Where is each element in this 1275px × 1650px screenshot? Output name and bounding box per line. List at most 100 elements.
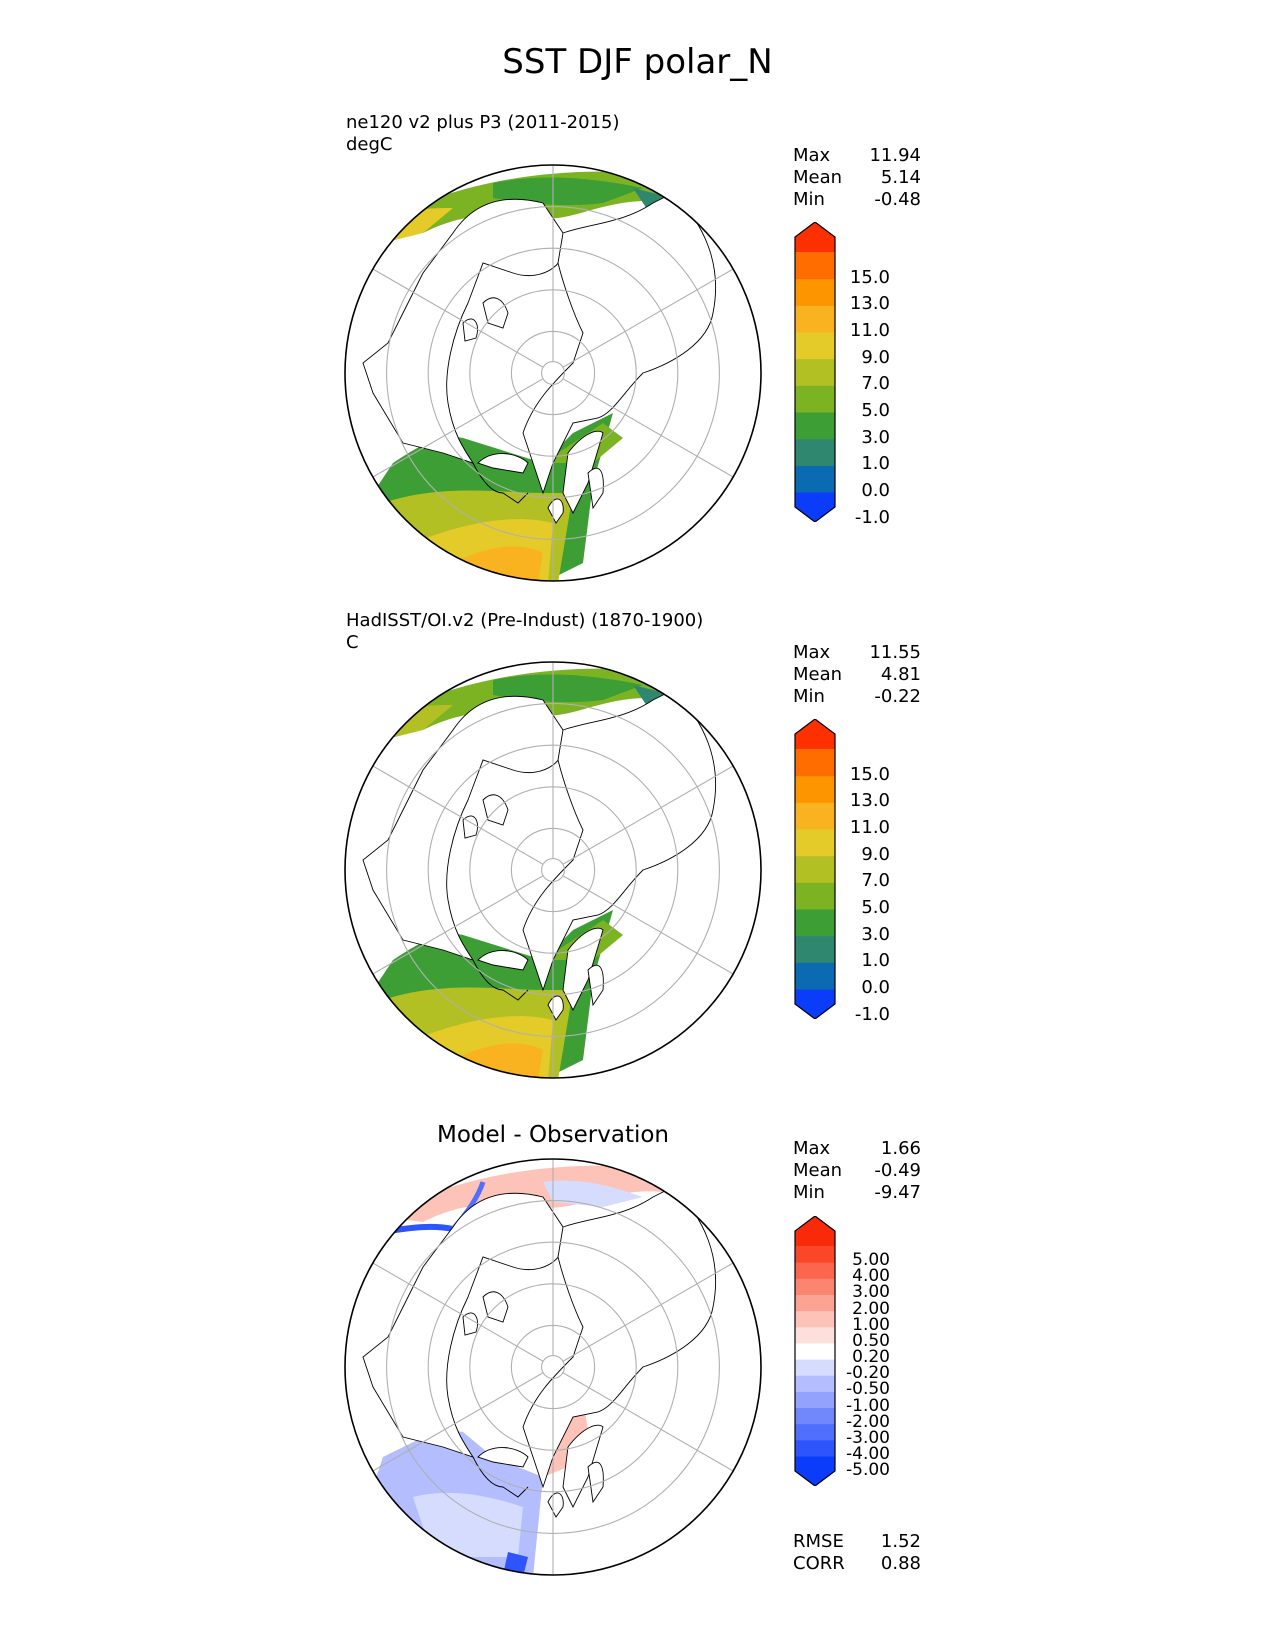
colorbar-extend-min	[795, 989, 835, 1019]
meridian-line	[563, 875, 734, 975]
colorbar-tick-label: -4.00	[846, 1444, 890, 1464]
colorbar-segment	[795, 1262, 835, 1279]
colorbar-segment	[795, 749, 835, 777]
colorbar-segment	[795, 305, 835, 333]
atlantic-weak-negative-fill	[413, 1492, 523, 1557]
colorbar-tick-label: 2.00	[852, 1298, 890, 1319]
pacific-negative-fill	[543, 1180, 643, 1207]
pacific-north-fill	[493, 674, 643, 703]
land-mass	[587, 964, 604, 1007]
latitude-circle	[541, 858, 565, 882]
colorbar-tick-label: -3.00	[846, 1427, 890, 1448]
panel-3-polar-map	[344, 1158, 762, 1576]
colorbar-segment	[795, 855, 835, 883]
colorbar-tick-label: 0.20	[852, 1347, 890, 1368]
colorbar-tick-label: 5.00	[852, 1250, 890, 1271]
land-mass	[587, 467, 604, 510]
meridian-line	[563, 378, 734, 478]
map-boundary	[344, 661, 762, 1079]
colorbar-segment	[795, 1326, 835, 1344]
meridian-line	[563, 1372, 734, 1472]
figure-title: SST DJF polar_N	[502, 42, 773, 82]
meridian-line	[372, 875, 543, 975]
colorbar-segment	[795, 882, 835, 910]
colorbar-tick-label: -1.0	[854, 506, 890, 528]
colorbar-segment	[795, 1439, 835, 1457]
colorbar-tick-label: 9.0	[861, 346, 890, 368]
colorbar-tick-label: 5.0	[861, 400, 890, 421]
colorbar-tick-label: 1.0	[861, 453, 890, 475]
meridian-line	[372, 1372, 543, 1472]
land-mass	[547, 1492, 564, 1518]
colorbar-segment	[795, 775, 835, 803]
colorbar-tick-label: -1.0	[854, 1003, 890, 1025]
colorbar-tick-label: 5.0	[861, 897, 890, 918]
coastline	[472, 462, 529, 504]
colorbar-tick-label: 7.0	[861, 870, 890, 892]
panel-1-polar-map	[344, 164, 762, 582]
land-mass	[477, 1447, 529, 1468]
colorbar-segment	[795, 1278, 835, 1295]
colorbar-segment	[795, 1294, 835, 1312]
colorbar-tick-label: -2.00	[846, 1411, 890, 1432]
colorbar-segment	[795, 1423, 835, 1441]
colorbar-segment	[795, 1359, 835, 1376]
coastline	[472, 959, 529, 1001]
colorbar-tick-label: 3.0	[861, 923, 890, 945]
panel-3-metrics: RMSE 1.52 CORR 0.88	[793, 1531, 921, 1574]
colorbar-segment	[795, 278, 835, 306]
land-mass	[562, 1424, 604, 1509]
latitude-circle	[541, 361, 565, 385]
colorbar-segment	[795, 358, 835, 386]
colorbar-tick-label: 0.0	[861, 480, 890, 501]
meridian-line	[372, 378, 543, 478]
colorbar-tick-label: 15.0	[849, 763, 890, 785]
panel-1-stats: Max 11.94 Mean 5.14 Min -0.48	[793, 145, 921, 210]
panel-2-stats: Max 11.55 Mean 4.81 Min -0.22	[793, 642, 921, 707]
colorbar-segment	[795, 802, 835, 830]
colorbar-extend-min	[795, 492, 835, 522]
meridian-line	[563, 268, 734, 368]
land-mass	[462, 1312, 478, 1336]
colorbar-segment	[795, 385, 835, 413]
colorbar-tick-label: 3.0	[861, 426, 890, 448]
colorbar-segment	[795, 935, 835, 963]
panel-1-colorbar	[794, 222, 836, 522]
colorbar-extend-max	[795, 1216, 835, 1246]
colorbar-segment	[795, 438, 835, 466]
panel-2-title: HadISST/OI.v2 (Pre-Indust) (1870-1900) C	[346, 610, 704, 653]
colorbar-segment	[795, 1342, 835, 1360]
latitude-circle	[541, 1355, 565, 1379]
land-mass	[477, 453, 529, 474]
colorbar-segment	[795, 1391, 835, 1409]
colorbar-segment	[795, 962, 835, 990]
colorbar-segment	[795, 829, 835, 857]
panel-3-title: Model - Observation	[436, 1122, 670, 1148]
colorbar-tick-label: 1.0	[861, 950, 890, 972]
land-mass	[362, 198, 566, 464]
meridian-line	[563, 765, 734, 865]
colorbar-segment	[795, 332, 835, 360]
colorbar-tick-label: 0.50	[852, 1330, 890, 1351]
land-mass	[362, 695, 566, 961]
panel-3-colorbar	[794, 1216, 836, 1486]
colorbar-tick-label: 11.0	[849, 817, 890, 838]
colorbar-tick-label: 1.00	[852, 1314, 890, 1335]
colorbar-segment	[795, 1246, 835, 1263]
colorbar-tick-label: -5.00	[846, 1460, 890, 1481]
land-mass	[562, 927, 604, 1012]
pacific-north-fill	[493, 177, 643, 206]
meridian-line	[372, 268, 543, 368]
colorbar-segment	[795, 909, 835, 937]
land-mass	[462, 815, 478, 839]
map-boundary	[344, 164, 762, 582]
colorbar-tick-label: 13.0	[849, 790, 890, 812]
colorbar-tick-label: 0.0	[861, 977, 890, 998]
colorbar-extend-max	[795, 719, 835, 749]
colorbar-segment	[795, 1407, 835, 1425]
land-mass	[547, 995, 564, 1021]
meridian-line	[372, 765, 543, 865]
colorbar-tick-label: 11.0	[849, 320, 890, 341]
colorbar-tick-label: 3.00	[852, 1282, 890, 1303]
land-mass	[587, 1461, 604, 1504]
